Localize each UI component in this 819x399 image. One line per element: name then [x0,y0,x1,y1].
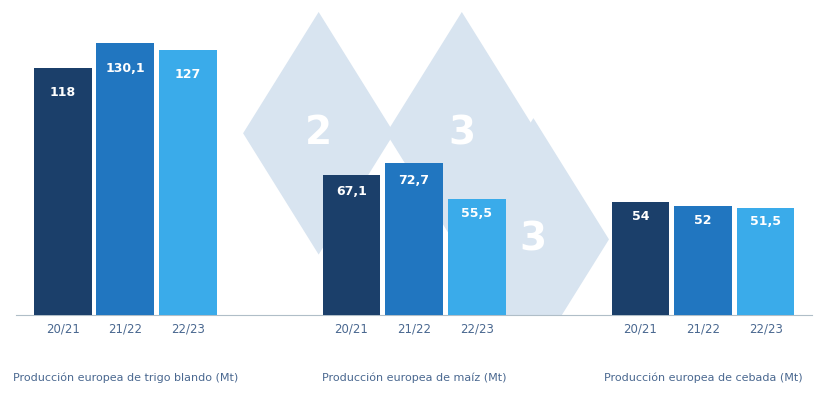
Bar [159,49,216,315]
Polygon shape [457,118,609,361]
Text: Producción europea de cebada (Mt): Producción europea de cebada (Mt) [603,373,801,383]
Text: 2: 2 [305,114,332,152]
Text: 54: 54 [631,210,649,223]
Text: 72,7: 72,7 [398,174,429,187]
Text: 130,1: 130,1 [106,62,145,75]
Text: 3: 3 [448,114,475,152]
Text: 3: 3 [519,220,546,259]
Bar [673,206,731,315]
Bar [322,175,380,315]
Polygon shape [386,12,536,255]
Bar [34,69,92,315]
Text: 52: 52 [694,214,711,227]
Text: Producción europea de maíz (Mt): Producción europea de maíz (Mt) [322,373,506,383]
Text: 118: 118 [49,86,75,99]
Text: 55,5: 55,5 [460,207,491,220]
Bar [447,199,505,315]
Text: Producción europea de trigo blando (Mt): Producción europea de trigo blando (Mt) [12,373,238,383]
Bar [385,163,442,315]
Bar [735,207,794,315]
Text: 51,5: 51,5 [749,215,781,228]
Bar [611,202,668,315]
Text: 127: 127 [174,68,201,81]
Polygon shape [242,12,394,255]
Bar [96,43,154,315]
Text: 67,1: 67,1 [336,185,366,198]
